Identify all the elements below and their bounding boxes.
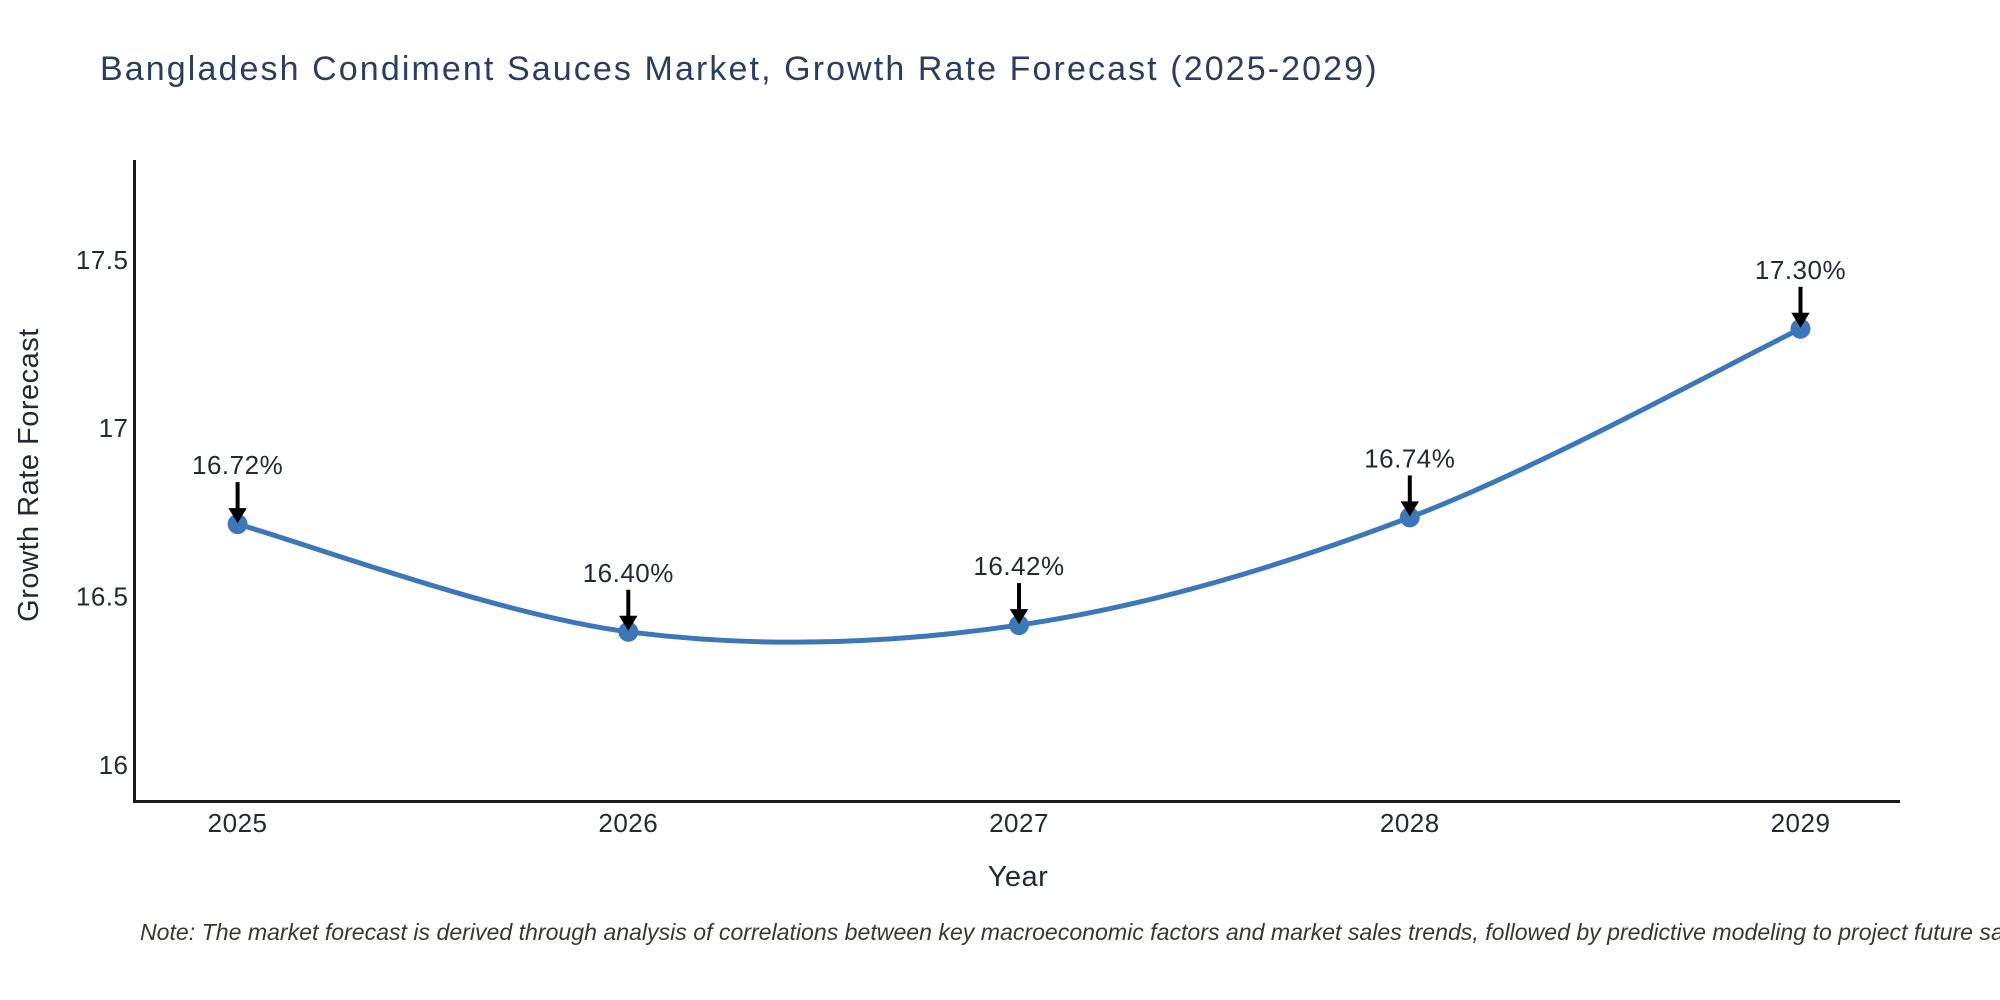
svg-text:2028: 2028	[1380, 808, 1440, 838]
svg-text:17.5: 17.5	[76, 245, 129, 275]
svg-text:17: 17	[99, 413, 129, 443]
svg-text:2027: 2027	[989, 808, 1049, 838]
svg-text:Note: The market forecast is d: Note: The market forecast is derived thr…	[140, 919, 2000, 945]
svg-text:2026: 2026	[598, 808, 658, 838]
svg-text:Growth Rate Forecast: Growth Rate Forecast	[13, 328, 45, 622]
svg-text:Bangladesh Condiment Sauces Ma: Bangladesh Condiment Sauces Market, Grow…	[100, 50, 1379, 88]
svg-text:16.5: 16.5	[76, 582, 129, 612]
svg-text:Year: Year	[988, 861, 1049, 893]
svg-text:16.40%: 16.40%	[583, 558, 674, 588]
svg-text:16.74%: 16.74%	[1364, 443, 1455, 473]
svg-text:16.72%: 16.72%	[192, 450, 283, 480]
svg-text:2025: 2025	[208, 808, 268, 838]
svg-text:16.42%: 16.42%	[973, 551, 1064, 581]
svg-text:2029: 2029	[1771, 808, 1831, 838]
svg-text:16: 16	[99, 750, 129, 780]
svg-text:17.30%: 17.30%	[1755, 255, 1846, 285]
